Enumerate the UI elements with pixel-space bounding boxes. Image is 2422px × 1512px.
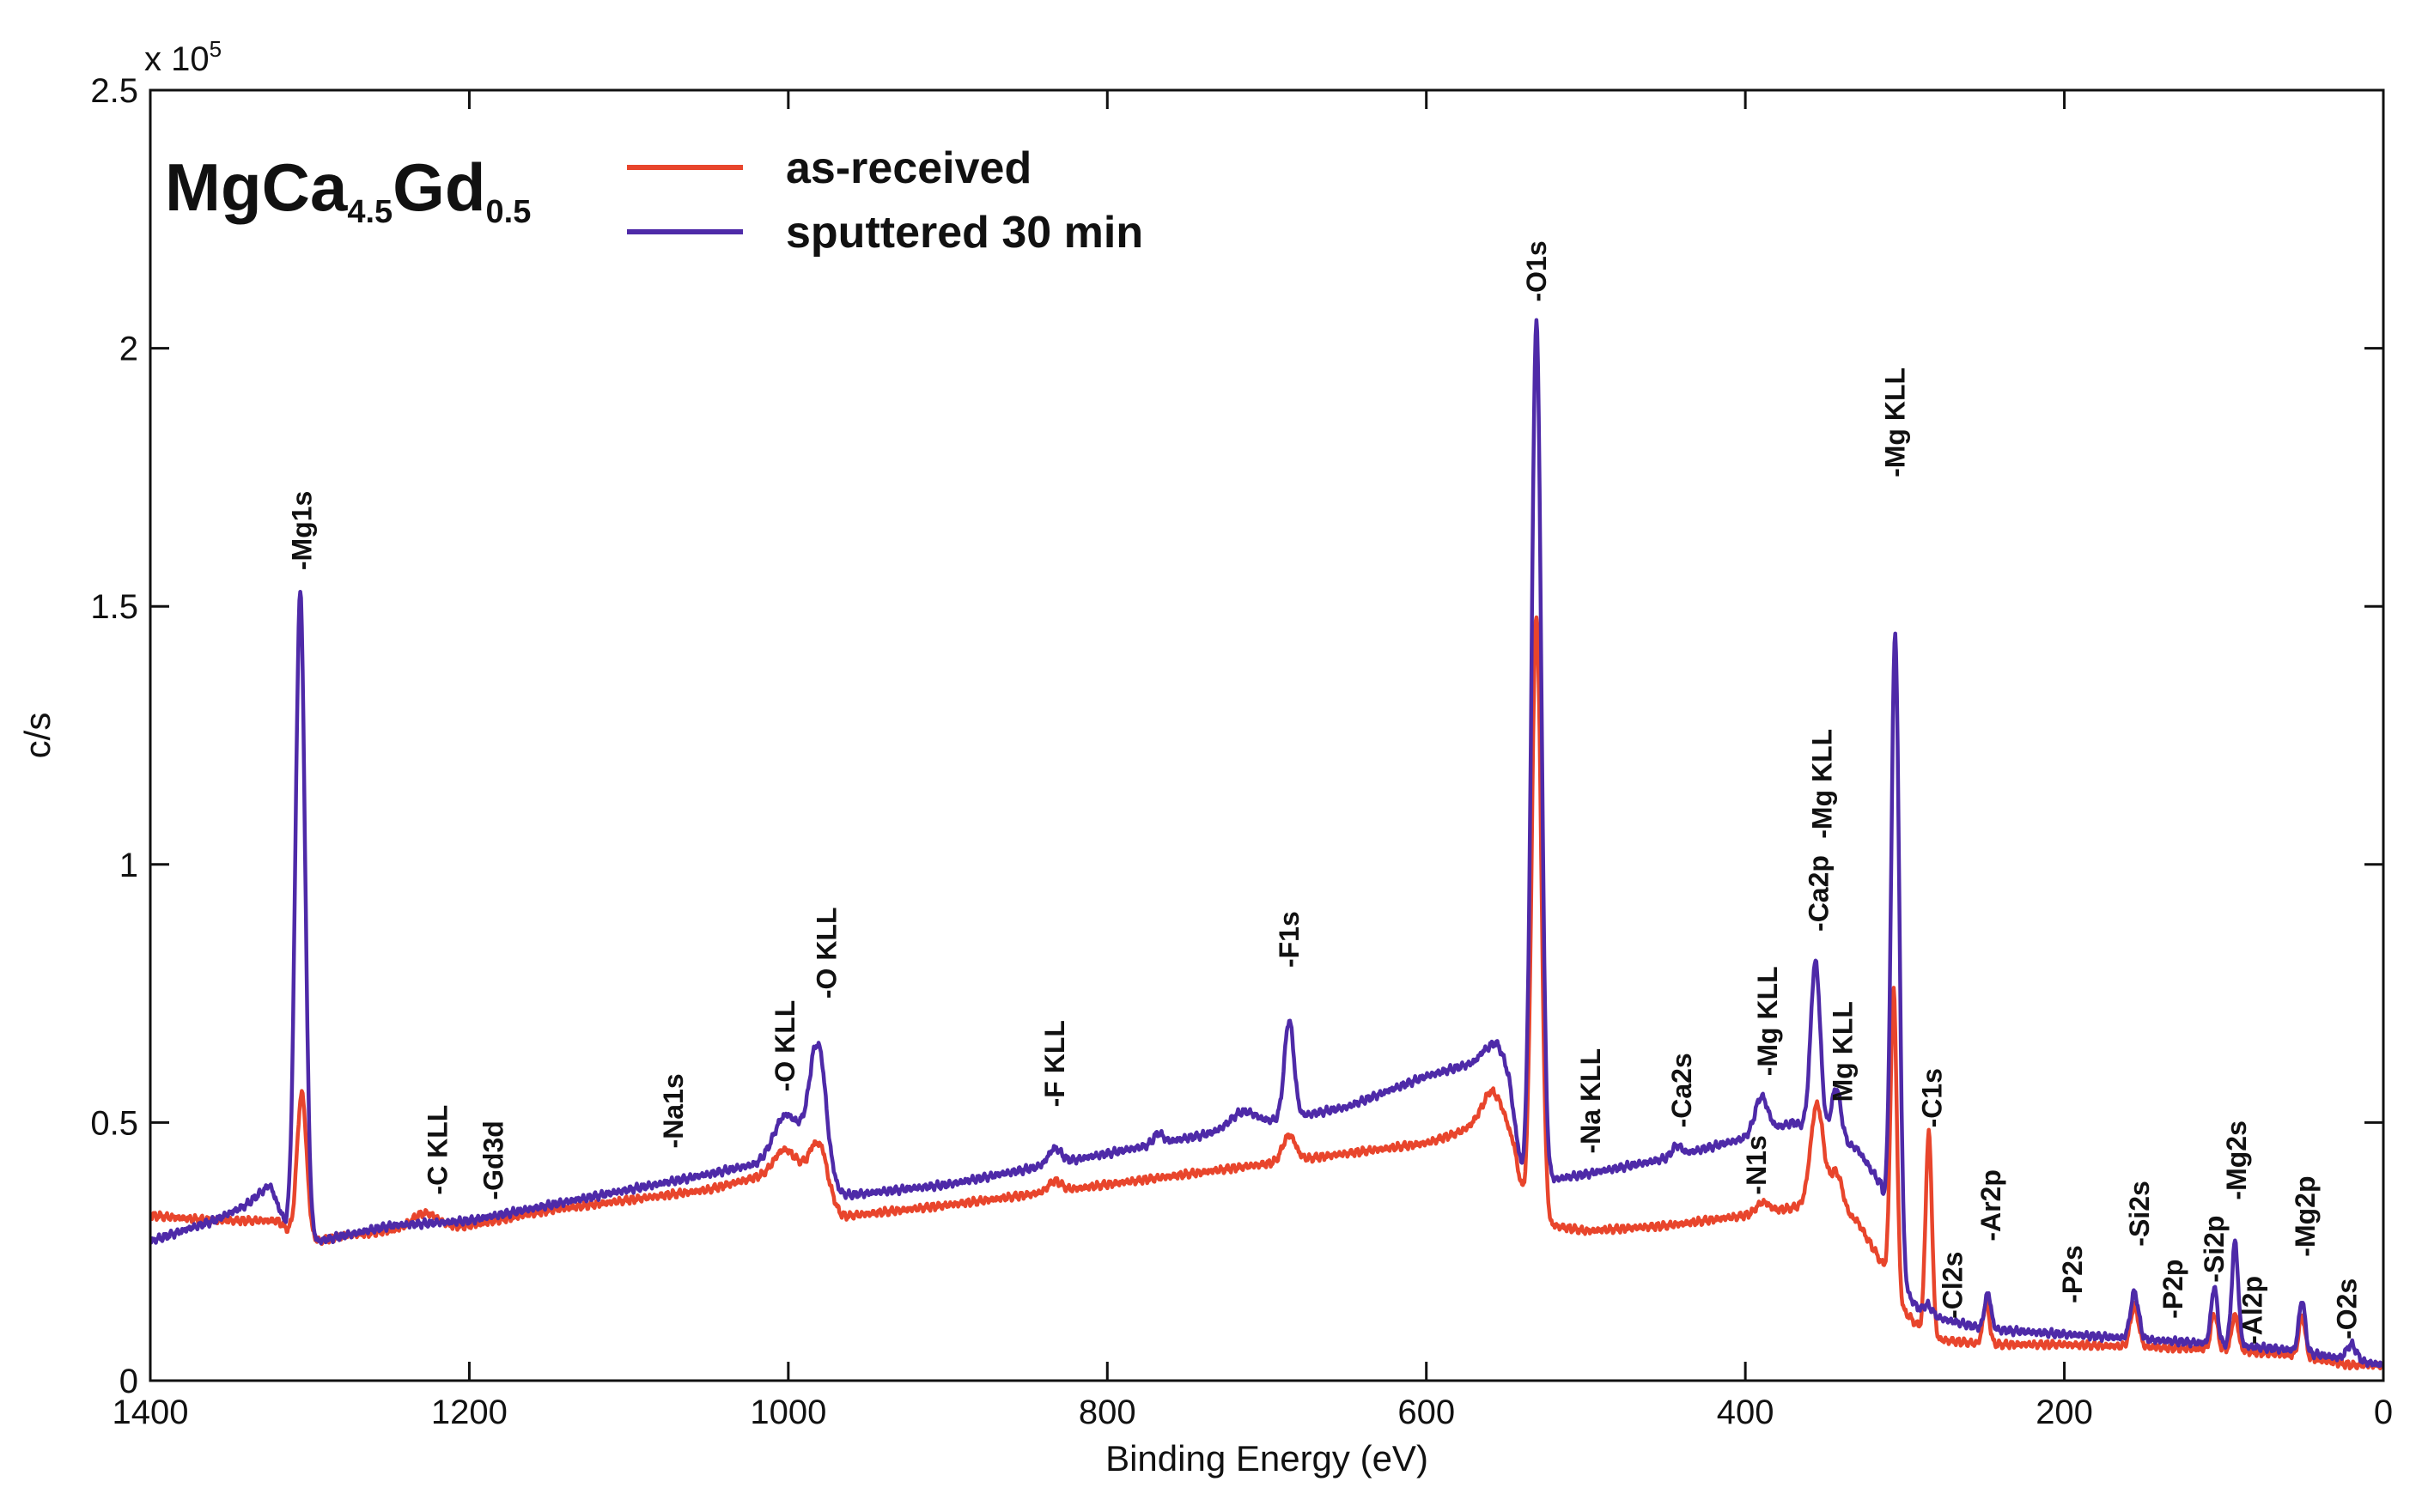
legend: as-received sputtered 30 min [627,143,1143,258]
x-tick-label: 1000 [750,1394,826,1431]
peak-label: -Mg KLL [1806,729,1837,839]
x-tick-label: 1200 [431,1394,508,1431]
peak-label: -O KLL [770,1000,800,1092]
peak-label: -N1s [1741,1135,1772,1194]
y-multiplier-base: x 10 [144,40,210,78]
x-tick-label: 200 [2036,1394,2093,1431]
peak-label: -Si2p [2199,1216,2230,1283]
series-layer [150,318,2383,1371]
peak-label: -Na1s [658,1073,689,1148]
peak-label: Mg KLL [1827,1001,1858,1102]
peak-label: -Gd3d [478,1120,508,1199]
y-tick-label: 0 [119,1363,138,1400]
peak-label: -C KLL [422,1105,453,1195]
y-multiplier-exponent: 5 [210,36,222,62]
peak-label: -Na KLL [1575,1048,1606,1154]
legend-label-as-received: as-received [786,143,1031,193]
peak-label: -C1s [1916,1068,1947,1127]
x-tick-label: 1400 [113,1394,189,1431]
formula-sub-ca: 4.5 [347,194,393,230]
x-tick-label: 600 [1397,1394,1455,1431]
peak-label: -Mg2s [2221,1120,2252,1199]
y-axis-title: c/s [17,713,58,759]
peak-label: -O1s [1521,240,1552,301]
series-line-sputtered-30-min [150,318,2383,1369]
peak-label: -Mg2p [2290,1176,2321,1257]
plot-area-frame [149,88,2385,1382]
peak-label: -P2s [2057,1245,2088,1303]
x-axis-title: Binding Energy (eV) [1105,1438,1428,1479]
peak-label: -Mg KLL [1752,966,1783,1076]
series-line-as-received [150,615,2383,1371]
peak-label: -Ca2s [1666,1053,1697,1127]
peak-label: -Mg1s [286,491,317,570]
y-tick-label: 2 [119,331,138,368]
peak-label: -Ar2p [1975,1169,2006,1242]
peak-label: -F KLL [1039,1020,1070,1107]
peak-label: -Si2s [2124,1181,2155,1246]
peak-label: -O KLL [811,907,842,999]
peak-label: -O2s [2331,1278,2362,1339]
formula-gd: Gd [393,149,485,225]
sample-formula-label: MgCa4.5Gd0.5 [165,149,531,230]
peak-label: -Ca2p [1804,855,1835,932]
peak-label: -Al2p [2237,1276,2268,1345]
y-tick-label: 0.5 [90,1104,138,1142]
peak-label: -P2p [2157,1260,2188,1319]
formula-mg-ca: MgCa [165,149,348,225]
y-tick-label: 1 [119,847,138,884]
peak-label: -Cl2s [1938,1252,1969,1319]
x-tick-label: 400 [1717,1394,1774,1431]
axis-ticks: 1400 1200 1000 800 600 400 200 0 0 0.5 1 1.5 2 2.5 [90,72,2393,1431]
y-tick-label: 1.5 [90,588,138,626]
svg-text:MgCa4.5Gd0.5: MgCa4.5Gd0.5 [165,149,531,230]
x-tick-label: 800 [1079,1394,1136,1431]
y-tick-label: 2.5 [90,72,138,110]
formula-sub-gd: 0.5 [486,194,532,230]
peak-label: -Mg KLL [1880,367,1911,477]
peak-label: -F1s [1274,911,1305,968]
y-axis-multiplier: x 105 [144,36,222,78]
x-tick-label: 0 [2374,1394,2393,1431]
peak-labels: -Mg1s -C KLL -Gd3d -Na1s -O KLL -O KLL -F KLL -… [286,240,2362,1345]
legend-label-sputtered: sputtered 30 min [786,208,1143,258]
